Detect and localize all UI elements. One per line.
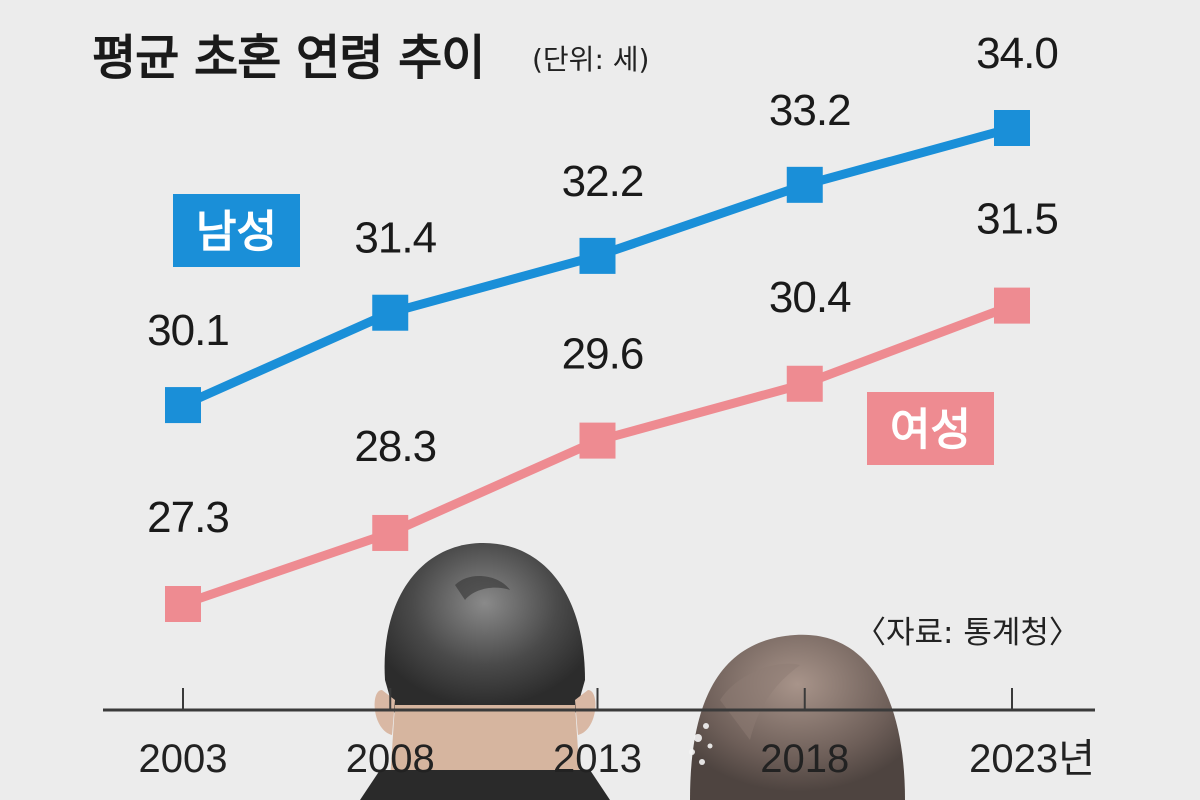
data-point [165,586,201,622]
source-note: 〈자료: 통계청〉 [855,615,1080,651]
unit-label: (단위: 세) [532,43,650,76]
legend-box-male [173,194,300,267]
x-tick-label-2008: 2008 [346,737,435,781]
legend-box-female [867,392,994,465]
chart-title: 평균 초혼 연령 추이 [92,30,485,86]
data-label: 30.1 [147,306,229,355]
data-label: 28.3 [354,422,436,471]
x-axis-tick-labels: 2003 2008 2013 2018 2023년 [139,737,1095,781]
data-label: 33.2 [769,86,851,135]
data-label: 31.5 [976,195,1058,244]
series-layer: 30.1 31.4 32.2 33.2 34.0 27.3 28.3 29.6 30.4 31.5 [147,29,1059,622]
data-point [372,514,409,551]
data-label: 29.6 [562,330,644,379]
data-point [994,110,1030,146]
data-point [786,365,823,402]
data-point [786,166,823,203]
data-label: 32.2 [562,157,644,206]
data-label: 30.4 [769,273,851,322]
data-point [994,287,1030,324]
x-tick-label-2023: 2023년 [969,737,1095,781]
data-point [579,237,616,274]
x-tick-label-2018: 2018 [760,737,849,781]
legend-label-female: 여성 [890,405,971,456]
legend-label-male: 남성 [196,207,277,258]
x-tick-label-2013: 2013 [553,737,642,781]
data-label: 34.0 [976,29,1058,78]
data-point [372,294,409,331]
series-male: 30.1 31.4 32.2 33.2 34.0 [147,29,1059,424]
data-point [165,387,201,424]
data-point [579,422,616,459]
data-label: 31.4 [354,214,436,263]
series-female: 27.3 28.3 29.6 30.4 31.5 [147,195,1059,622]
x-tick-label-2003: 2003 [139,737,228,781]
x-axis-ticks [182,688,1013,710]
data-label: 27.3 [147,493,229,542]
